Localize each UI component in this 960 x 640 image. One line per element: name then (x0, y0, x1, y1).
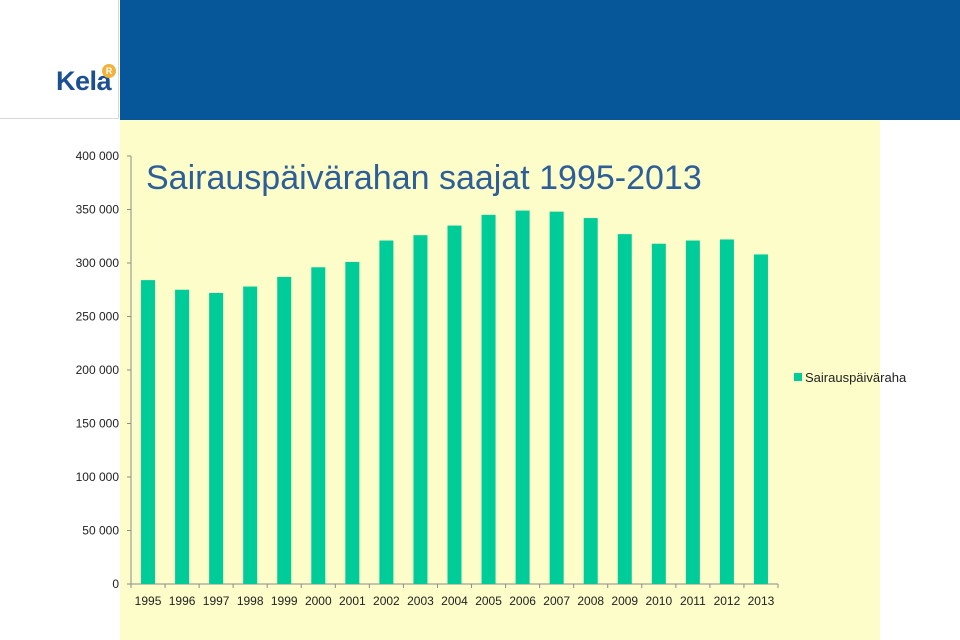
legend-label: Sairauspäiväraha (805, 370, 907, 385)
bar (311, 267, 326, 584)
x-tick-label: 2006 (509, 594, 536, 608)
bar (447, 225, 462, 585)
y-tick-label: 400 000 (76, 149, 120, 163)
bar (583, 218, 598, 584)
bar (685, 240, 700, 584)
x-tick-label: 2002 (373, 594, 400, 608)
x-tick-label: 2013 (748, 594, 775, 608)
bar (413, 235, 428, 584)
x-tick-label: 2000 (305, 594, 332, 608)
x-tick-label: 2004 (441, 594, 468, 608)
bar (651, 243, 666, 585)
bar (277, 276, 292, 584)
y-tick-label: 200 000 (76, 363, 120, 377)
x-tick-label: 2012 (714, 594, 741, 608)
y-tick-label: 150 000 (76, 417, 120, 431)
logo-badge-icon: R (102, 64, 116, 78)
header-band (120, 0, 960, 120)
bar (753, 254, 768, 584)
y-tick-label: 100 000 (76, 470, 120, 484)
y-tick-label: 250 000 (76, 310, 120, 324)
x-tick-label: 1998 (237, 594, 264, 608)
x-tick-label: 1996 (169, 594, 196, 608)
legend: Sairauspäiväraha (794, 370, 906, 386)
x-tick-label: 2005 (475, 594, 502, 608)
x-tick-label: 1995 (135, 594, 162, 608)
bar (243, 286, 258, 584)
bar (515, 210, 530, 584)
bar (719, 239, 734, 584)
x-tick-label: 2007 (543, 594, 570, 608)
logo-panel: Kela R (0, 0, 119, 119)
x-tick-label: 2011 (680, 594, 706, 608)
bar (481, 214, 496, 584)
bar (345, 261, 360, 584)
x-tick-label: 1999 (271, 594, 298, 608)
bar (617, 234, 632, 585)
x-tick-label: 1997 (203, 594, 230, 608)
bar (141, 280, 156, 584)
y-tick-label: 0 (112, 577, 119, 591)
chart-title: Sairauspäivärahan saajat 1995-2013 (146, 159, 702, 197)
x-tick-label: 2003 (407, 594, 434, 608)
legend-swatch (794, 373, 802, 381)
bar (175, 289, 190, 584)
bar (549, 211, 564, 584)
y-tick-label: 300 000 (76, 256, 120, 270)
bar (209, 292, 224, 584)
x-tick-label: 2009 (611, 594, 638, 608)
y-tick-label: 350 000 (76, 203, 120, 217)
x-tick-label: 2001 (339, 594, 366, 608)
bar (379, 240, 394, 584)
x-tick-label: 2010 (645, 594, 672, 608)
y-tick-label: 50 000 (82, 524, 119, 538)
x-tick-label: 2008 (577, 594, 604, 608)
